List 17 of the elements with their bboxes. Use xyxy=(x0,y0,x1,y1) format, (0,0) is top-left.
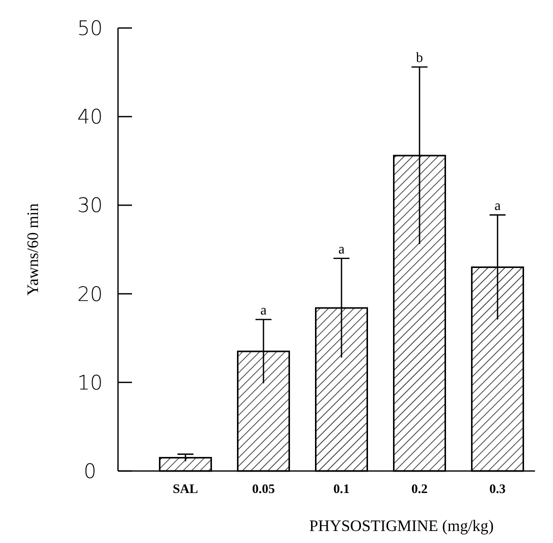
x-tick-label: 0.3 xyxy=(489,481,506,496)
annotation: a xyxy=(260,303,268,318)
x-tick-label: 0.1 xyxy=(333,481,350,496)
annotation: a xyxy=(338,242,346,258)
y-tick-label: 50 xyxy=(77,16,103,40)
y-tick-label: 0 xyxy=(84,459,96,483)
y-tick-label: 20 xyxy=(77,282,103,306)
annotation: b xyxy=(416,50,424,66)
x-tick-label: 0.2 xyxy=(411,481,428,496)
x-tick-label: SAL xyxy=(172,481,198,496)
annotation: a xyxy=(494,198,502,214)
y-tick-label: 40 xyxy=(77,104,103,129)
x-tick-label: 0.05 xyxy=(252,481,276,496)
y-axis-title: Yawns/60 min xyxy=(25,203,42,296)
y-tick-label: 30 xyxy=(77,193,103,218)
x-axis-title: PHYSOSTIGMINE (mg/kg) xyxy=(309,518,494,535)
y-tick-label: 10 xyxy=(77,370,103,394)
